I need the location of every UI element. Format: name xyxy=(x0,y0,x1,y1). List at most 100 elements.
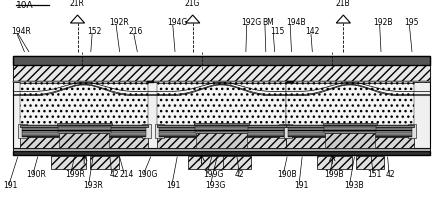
Bar xyxy=(58,127,111,129)
Bar xyxy=(323,131,377,133)
Polygon shape xyxy=(186,15,200,23)
Bar xyxy=(159,134,284,137)
Bar xyxy=(58,129,111,131)
Text: 190B: 190B xyxy=(277,170,296,179)
Bar xyxy=(13,56,430,64)
Bar xyxy=(159,130,284,132)
Bar xyxy=(188,156,224,169)
Text: 151: 151 xyxy=(368,170,382,179)
Bar xyxy=(286,137,414,148)
Text: 191: 191 xyxy=(295,181,309,190)
Polygon shape xyxy=(70,15,85,23)
Text: 42: 42 xyxy=(385,170,395,179)
Bar xyxy=(195,131,248,133)
Bar xyxy=(159,132,284,134)
Bar xyxy=(20,82,148,125)
Text: BM: BM xyxy=(262,18,274,27)
Text: 193R: 193R xyxy=(83,181,103,190)
Bar xyxy=(89,156,118,169)
Bar xyxy=(323,125,377,126)
Bar xyxy=(287,81,294,83)
Bar xyxy=(13,148,430,150)
Text: 194B: 194B xyxy=(286,18,305,27)
Bar xyxy=(288,127,412,128)
Bar xyxy=(22,128,146,130)
Bar xyxy=(195,129,248,131)
Bar xyxy=(59,133,109,148)
Text: 195: 195 xyxy=(404,18,419,27)
Text: 192R: 192R xyxy=(109,18,129,27)
Bar xyxy=(57,123,112,125)
Text: 192G: 192G xyxy=(241,18,262,27)
Bar xyxy=(323,127,377,129)
Bar xyxy=(13,64,430,82)
Text: 191: 191 xyxy=(166,181,180,190)
Text: 194R: 194R xyxy=(11,27,31,36)
Bar xyxy=(323,123,377,125)
Text: 142: 142 xyxy=(306,27,320,36)
Bar xyxy=(408,124,416,138)
Polygon shape xyxy=(336,15,350,23)
Bar xyxy=(157,82,286,125)
Bar xyxy=(58,125,111,126)
Bar xyxy=(22,130,146,132)
Bar xyxy=(18,124,27,138)
Bar xyxy=(22,127,146,128)
Text: 191: 191 xyxy=(4,181,18,190)
Text: 152: 152 xyxy=(87,27,101,36)
Text: 190G: 190G xyxy=(137,170,158,179)
Bar xyxy=(22,134,146,137)
Bar xyxy=(157,125,286,127)
Bar xyxy=(325,133,375,148)
Text: 21B: 21B xyxy=(335,0,350,8)
Bar xyxy=(20,125,148,127)
Bar xyxy=(323,129,377,131)
Bar xyxy=(13,81,430,82)
Bar xyxy=(222,156,252,169)
Bar xyxy=(286,125,414,127)
Bar xyxy=(157,137,286,148)
Text: 190R: 190R xyxy=(27,170,47,179)
Bar xyxy=(58,126,111,127)
Text: 199B: 199B xyxy=(324,170,344,179)
Bar xyxy=(194,123,249,125)
Bar xyxy=(20,137,148,148)
Text: 42: 42 xyxy=(235,170,245,179)
Text: 214: 214 xyxy=(120,170,134,179)
Text: 192B: 192B xyxy=(373,18,393,27)
Bar xyxy=(13,56,430,148)
Bar xyxy=(196,133,247,148)
Bar xyxy=(355,156,384,169)
Bar xyxy=(159,128,284,130)
Bar xyxy=(195,126,248,127)
Bar xyxy=(284,124,292,138)
Bar xyxy=(288,128,412,130)
Text: 42: 42 xyxy=(109,170,119,179)
Text: 194G: 194G xyxy=(167,18,188,27)
Bar xyxy=(155,124,164,138)
Bar xyxy=(279,124,288,138)
Bar xyxy=(195,125,248,126)
Text: 10A: 10A xyxy=(16,1,33,10)
Bar xyxy=(288,134,412,137)
Bar xyxy=(286,82,414,125)
Bar xyxy=(323,126,377,127)
Text: 216: 216 xyxy=(129,27,143,36)
Bar xyxy=(22,132,146,134)
Bar xyxy=(13,150,430,155)
Bar xyxy=(195,127,248,129)
Text: 199G: 199G xyxy=(203,170,223,179)
Bar xyxy=(317,156,352,169)
Bar xyxy=(288,132,412,134)
Text: 193G: 193G xyxy=(205,181,225,190)
Bar xyxy=(147,81,154,83)
Text: 115: 115 xyxy=(270,27,284,36)
Text: 199R: 199R xyxy=(66,170,85,179)
Text: 21R: 21R xyxy=(70,0,85,8)
Text: 21G: 21G xyxy=(185,0,200,8)
Bar xyxy=(51,156,86,169)
Bar xyxy=(159,127,284,128)
Bar xyxy=(142,124,151,138)
Bar xyxy=(288,130,412,132)
Bar xyxy=(58,131,111,133)
